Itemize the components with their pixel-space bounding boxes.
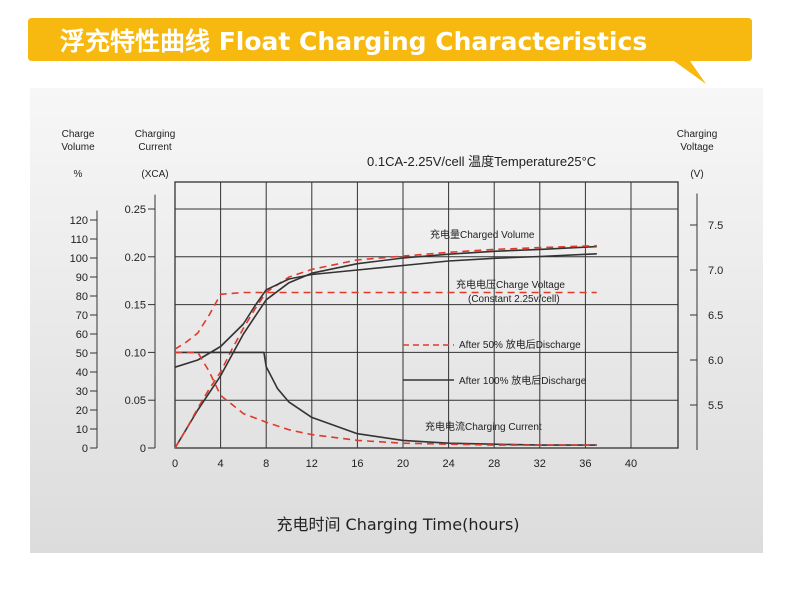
plot-grid xyxy=(174,181,679,449)
legend-label-after-50: After 50% 放电后Discharge xyxy=(459,338,581,351)
charge-volume-tick-label-70: 70 xyxy=(76,310,88,322)
banner-shape xyxy=(28,18,752,84)
axis-ticks: 0 4 8 12 16 20 24 28 32 36 40 0 10 20 30 40 50 60 70 80 90 10… xyxy=(70,193,723,470)
legend: After 50% 放电后Discharge After 100% 放电后Dis… xyxy=(403,338,587,387)
series-line-after-100-charged-volume xyxy=(174,245,597,449)
curve-label-volume: 充电量Charged Volume xyxy=(430,228,535,241)
plot-frame xyxy=(174,181,679,449)
charge-volume-tick-label-60: 60 xyxy=(76,329,88,341)
x-tick-label-32: 32 xyxy=(534,458,546,470)
charge-volume-tick-label-50: 50 xyxy=(76,348,88,360)
charge-volume-tick-label-80: 80 xyxy=(76,291,88,303)
series-line-after-100-charge-voltage xyxy=(174,253,597,368)
chart-panel xyxy=(30,88,763,553)
charge-volume-label-line1: Charge xyxy=(62,129,95,140)
x-tick-label-4: 4 xyxy=(218,458,224,470)
charging-current-label-line1: Charging xyxy=(135,129,176,140)
charging-voltage-tick-label-6.0: 6.0 xyxy=(708,355,723,367)
charge-volume-tick-label-110: 110 xyxy=(70,234,88,246)
x-tick-label-20: 20 xyxy=(397,458,409,470)
charge-volume-tick-label-40: 40 xyxy=(76,367,88,379)
series-lines xyxy=(174,244,597,449)
x-tick-label-28: 28 xyxy=(488,458,500,470)
charging-voltage-label-line2: Voltage xyxy=(680,142,714,153)
x-axis-label: 充电时间 Charging Time(hours) xyxy=(276,515,519,534)
charging-current-tick-label-0.25: 0.25 xyxy=(125,204,146,216)
charge-volume-unit: % xyxy=(74,169,83,180)
title-banner: 浮充特性曲线 Float Charging Characteristics xyxy=(28,18,752,84)
charge-volume-tick-label-30: 30 xyxy=(76,386,88,398)
charging-current-tick-label-0.10: 0.10 xyxy=(125,347,146,359)
charge-volume-tick-label-90: 90 xyxy=(76,272,88,284)
charging-voltage-tick-label-6.5: 6.5 xyxy=(708,310,723,322)
series-line-after-100-charging-current xyxy=(175,351,597,446)
x-tick-label-16: 16 xyxy=(351,458,363,470)
charge-volume-tick-label-0: 0 xyxy=(82,443,88,455)
charging-current-tick-label-0: 0 xyxy=(140,443,146,455)
x-tick-label-8: 8 xyxy=(263,458,269,470)
curve-label-voltage: 充电电压Charge Voltage xyxy=(456,278,565,291)
charge-volume-tick-label-10: 10 xyxy=(76,424,88,436)
charging-voltage-tick-label-7.5: 7.5 xyxy=(708,220,723,232)
banner-title: 浮充特性曲线 Float Charging Characteristics xyxy=(60,27,647,56)
charging-current-tick-label-0.05: 0.05 xyxy=(125,395,146,407)
x-tick-label-36: 36 xyxy=(579,458,591,470)
series-line-after-50-charge-voltage xyxy=(174,291,597,350)
charge-volume-tick-label-120: 120 xyxy=(70,215,88,227)
charge-volume-tick-label-20: 20 xyxy=(76,405,88,417)
x-tick-label-40: 40 xyxy=(625,458,637,470)
charging-current-tick-label-0.20: 0.20 xyxy=(125,252,146,264)
curve-label-current: 充电电流Charging Current xyxy=(425,420,542,433)
charge-volume-label-line2: Volume xyxy=(61,142,95,153)
legend-label-after-100: After 100% 放电后Discharge xyxy=(459,374,587,387)
series-line-after-50-charged-volume xyxy=(174,244,597,449)
charging-voltage-unit: (V) xyxy=(690,169,703,180)
chart-condition: 0.1CA-2.25V/cell 温度Temperature25°C xyxy=(367,154,596,169)
charging-current-unit: (XCA) xyxy=(141,169,168,180)
x-tick-label-12: 12 xyxy=(306,458,318,470)
series-line-after-50-charging-current xyxy=(175,351,597,446)
charging-voltage-tick-label-7.0: 7.0 xyxy=(708,265,723,277)
curve-label-voltage-note: (Constant 2.25v/cell) xyxy=(468,294,560,305)
charging-voltage-label-line1: Charging xyxy=(677,129,718,140)
charging-current-tick-label-0.15: 0.15 xyxy=(125,300,146,312)
x-tick-label-24: 24 xyxy=(442,458,454,470)
charging-current-label-line2: Current xyxy=(138,142,172,153)
charge-volume-tick-label-100: 100 xyxy=(70,253,88,265)
charging-voltage-tick-label-5.5: 5.5 xyxy=(708,400,723,412)
x-tick-label-0: 0 xyxy=(172,458,178,470)
